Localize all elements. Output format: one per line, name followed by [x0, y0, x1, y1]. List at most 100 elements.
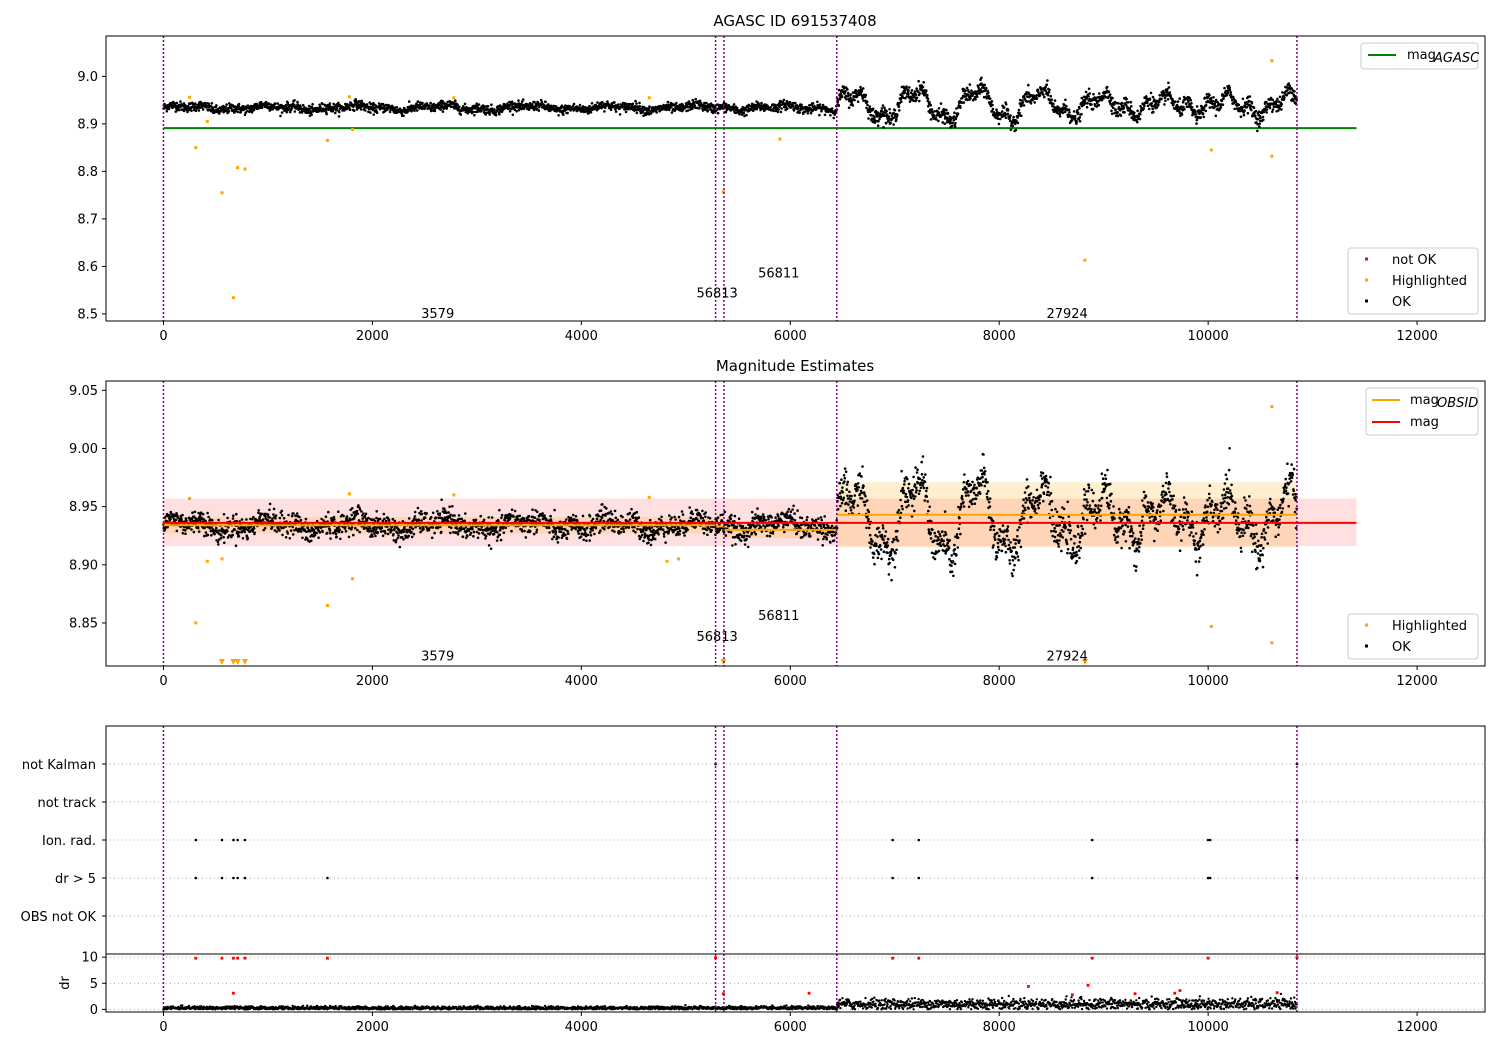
ok-point: [338, 528, 341, 531]
ok-point: [1149, 91, 1153, 95]
ok-point: [395, 106, 399, 109]
ok-point: [680, 106, 683, 110]
ok-point: [577, 532, 580, 535]
ok-point: [291, 525, 295, 529]
ok-point: [510, 100, 514, 104]
ok-point: [1084, 102, 1087, 105]
ok-point: [964, 95, 968, 98]
ok-point: [501, 526, 505, 530]
ok-point: [477, 532, 481, 535]
ok-point: [184, 532, 187, 536]
ok-point: [333, 518, 336, 521]
ok-point: [171, 106, 174, 110]
ok-point: [184, 517, 188, 520]
ok-point: [780, 107, 783, 110]
ok-point: [636, 527, 639, 531]
ok-point: [1125, 97, 1128, 101]
ok-point: [1078, 120, 1082, 123]
ok-point: [576, 519, 579, 523]
ok-point: [485, 111, 489, 114]
ok-point: [572, 513, 575, 517]
ok-point: [809, 107, 812, 110]
ok-point: [381, 519, 385, 523]
ok-point: [337, 530, 341, 534]
ok-point: [292, 512, 295, 515]
ok-point: [602, 513, 605, 517]
ok-point: [974, 90, 978, 93]
ok-point: [179, 100, 182, 103]
ok-point: [520, 530, 524, 533]
ok-point: [337, 115, 341, 118]
ok-point: [1129, 100, 1133, 104]
ok-point: [201, 108, 205, 111]
legend-marker: [1365, 299, 1368, 303]
ok-point: [1151, 95, 1155, 99]
ok-point: [1213, 102, 1217, 105]
ok-point: [998, 117, 1002, 121]
ok-point: [391, 517, 395, 521]
ok-point: [371, 105, 375, 108]
ok-point: [402, 114, 405, 118]
ok-point: [635, 111, 639, 115]
ok-point: [1262, 118, 1265, 122]
ok-point: [588, 104, 591, 108]
ok-point: [675, 101, 678, 105]
ok-point: [517, 108, 521, 112]
ok-point: [641, 530, 645, 533]
ok-point: [997, 122, 1001, 126]
ok-point: [926, 93, 929, 97]
ok-point: [446, 100, 449, 104]
ok-point: [743, 114, 746, 118]
ok-point: [176, 516, 180, 519]
ok-point: [1088, 92, 1092, 95]
ok-point: [951, 121, 954, 125]
ok-point: [1168, 91, 1171, 94]
ok-point: [586, 533, 590, 537]
ok-point: [557, 536, 560, 539]
ok-point: [1146, 104, 1150, 107]
ok-point: [1290, 91, 1294, 95]
ok-point: [429, 109, 433, 113]
ok-point: [463, 519, 467, 523]
ok-point: [581, 526, 584, 529]
ok-point: [1009, 128, 1013, 132]
ok-point: [413, 515, 417, 518]
ok-point: [311, 103, 314, 106]
ok-point: [295, 512, 299, 515]
ok-point: [469, 531, 473, 535]
ok-point: [896, 113, 899, 117]
ok-point: [652, 533, 656, 536]
ok-point: [174, 110, 178, 113]
ok-point: [988, 97, 992, 100]
ok-point: [1014, 128, 1018, 132]
ok-point: [516, 514, 520, 518]
ok-point: [433, 109, 437, 113]
ok-point: [625, 102, 629, 106]
ok-point: [1033, 101, 1036, 104]
ok-point: [1201, 112, 1205, 115]
ok-point: [331, 109, 335, 113]
ok-point: [503, 518, 507, 522]
ok-point: [1265, 108, 1269, 111]
ok-point: [868, 105, 872, 108]
ok-point: [883, 106, 886, 110]
ok-point: [941, 121, 944, 124]
ok-point: [650, 526, 654, 529]
ok-point: [1200, 105, 1204, 108]
highlighted-point: [452, 96, 456, 100]
ok-point: [853, 98, 856, 102]
ok-point: [871, 120, 875, 124]
ok-point: [345, 515, 349, 518]
ok-point: [413, 510, 417, 514]
ok-point: [1091, 107, 1095, 111]
ok-point: [986, 91, 990, 94]
ok-point: [962, 101, 966, 104]
legend-agasc-sub: AGASC: [1433, 51, 1480, 66]
ok-point: [269, 519, 273, 523]
highlighted-point: [205, 120, 209, 123]
ok-point: [255, 519, 259, 522]
ok-point: [1254, 109, 1258, 113]
ok-point: [396, 531, 399, 535]
ok-point: [440, 498, 443, 502]
ok-point: [320, 517, 323, 521]
